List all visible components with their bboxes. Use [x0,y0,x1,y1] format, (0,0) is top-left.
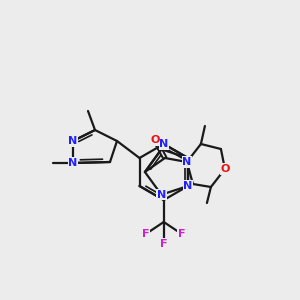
Text: N: N [183,181,193,191]
Text: F: F [178,229,185,239]
Text: N: N [182,157,191,167]
Text: N: N [68,158,78,168]
Text: F: F [142,229,149,239]
Text: N: N [159,139,168,149]
Text: F: F [160,239,167,249]
Text: O: O [220,164,230,174]
Text: O: O [150,135,160,145]
Text: N: N [157,190,166,200]
Text: N: N [68,136,78,146]
